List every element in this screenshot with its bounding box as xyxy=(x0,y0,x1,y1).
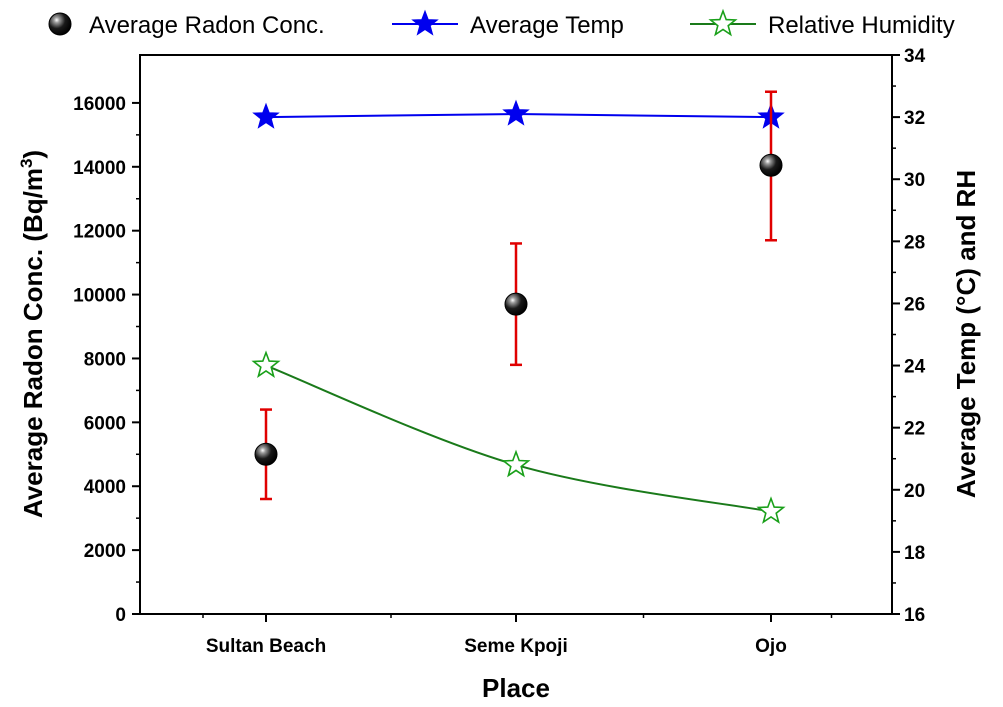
right-tick-label: 30 xyxy=(904,170,925,191)
x-category-label: Sultan Beach xyxy=(206,636,326,657)
left-tick-label: 4000 xyxy=(84,477,126,498)
rh-marker xyxy=(251,350,281,378)
right-tick-label: 26 xyxy=(904,294,925,315)
right-tick-label: 20 xyxy=(904,481,925,502)
x-axis-title: Place xyxy=(482,673,550,703)
left-tick-label: 10000 xyxy=(73,286,126,307)
rh-marker xyxy=(756,496,786,524)
right-axis-title: Average Temp (°C) and RH xyxy=(951,170,981,498)
radon-marker xyxy=(254,442,278,466)
right-tick-label: 24 xyxy=(904,357,926,378)
left-axis-title: Average Radon Conc. (Bq/m3) xyxy=(17,150,48,518)
right-tick-label: 28 xyxy=(904,232,925,253)
x-category-label: Seme Kpoji xyxy=(464,636,567,657)
right-tick-label: 32 xyxy=(904,108,925,129)
legend: Average Radon Conc. Average Temp Relativ… xyxy=(48,8,955,39)
legend-rh-label: Relative Humidity xyxy=(768,12,955,39)
left-tick-label: 16000 xyxy=(73,94,126,115)
temp-marker xyxy=(502,99,530,126)
right-tick-label: 22 xyxy=(904,419,925,440)
right-axis: 16 18 20 22 24 26 28 30 32 34 xyxy=(892,46,926,626)
x-axis: Sultan Beach Seme Kpoji Ojo xyxy=(202,614,833,657)
series-average-temp xyxy=(252,99,785,129)
x-category-label: Ojo xyxy=(755,636,787,657)
series-relative-humidity xyxy=(251,350,786,524)
left-tick-label: 0 xyxy=(115,605,126,626)
left-tick-label: 6000 xyxy=(84,413,126,434)
rh-marker xyxy=(501,449,531,478)
rh-line xyxy=(265,364,772,513)
left-axis-title-end: ) xyxy=(18,150,48,159)
legend-rh-marker xyxy=(708,8,738,37)
legend-temp-marker xyxy=(411,9,439,36)
legend-radon-label: Average Radon Conc. xyxy=(89,12,325,39)
legend-temp-label: Average Temp xyxy=(470,12,624,39)
left-axis: 0 2000 4000 6000 8000 10000 12000 14000 16000 xyxy=(73,94,140,626)
legend-radon-marker xyxy=(48,12,72,36)
temp-marker xyxy=(252,102,280,129)
radon-marker xyxy=(759,153,783,177)
radon-marker xyxy=(504,292,528,316)
left-tick-label: 8000 xyxy=(84,349,126,370)
left-tick-label: 12000 xyxy=(73,222,126,243)
right-tick-label: 18 xyxy=(904,543,925,564)
series-average-radon xyxy=(254,90,783,501)
right-tick-label: 16 xyxy=(904,605,925,626)
left-axis-title-superscript: 3 xyxy=(17,159,36,168)
left-tick-label: 2000 xyxy=(84,541,126,562)
left-tick-label: 14000 xyxy=(73,158,126,179)
right-tick-label: 34 xyxy=(904,46,926,67)
